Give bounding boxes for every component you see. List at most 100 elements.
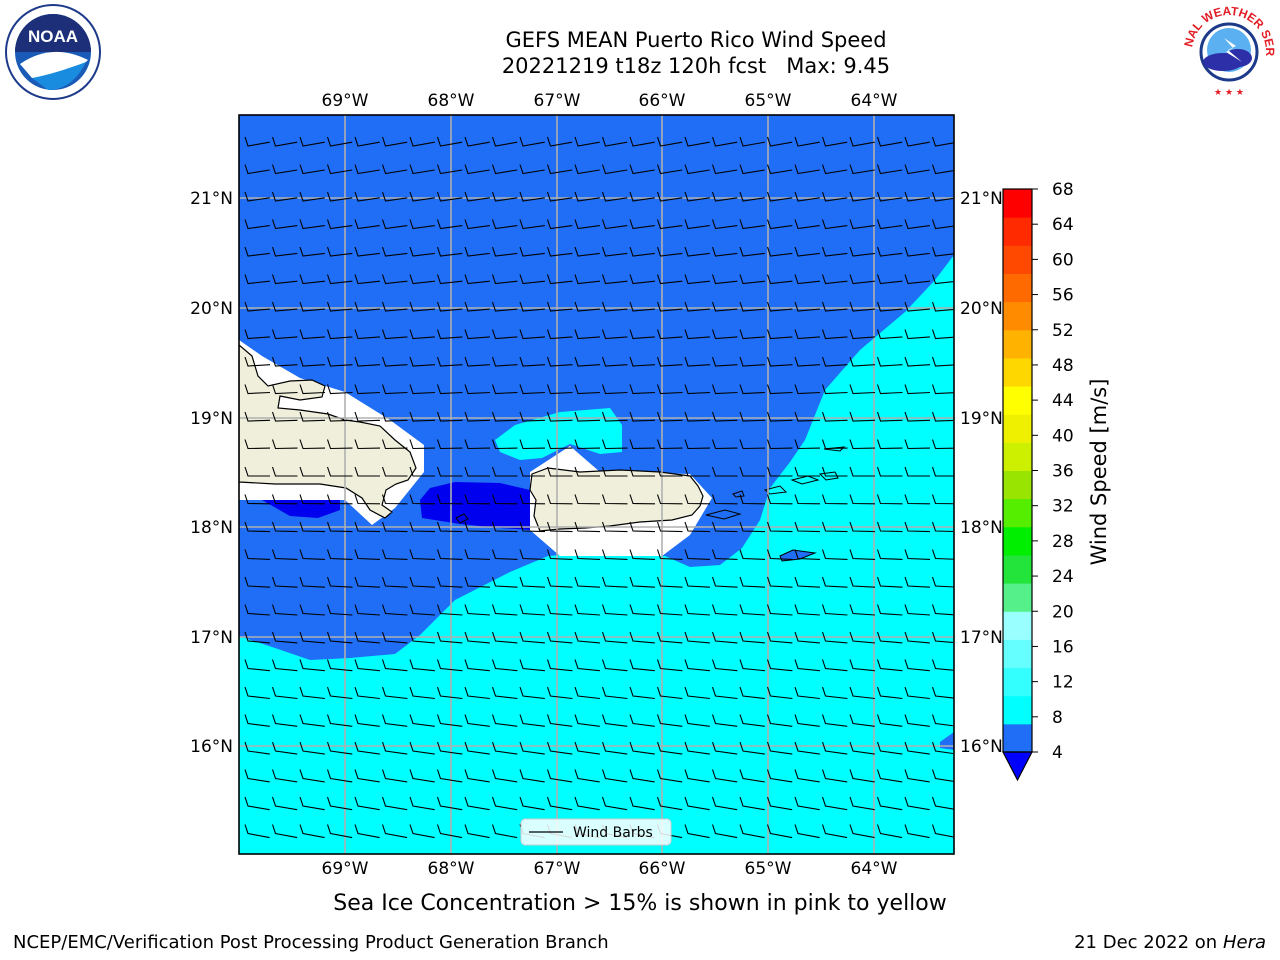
wind-barb — [519, 411, 546, 422]
wind-barb — [904, 769, 930, 783]
wind-barb — [629, 466, 655, 477]
wind-barb — [381, 714, 408, 727]
wind-barb — [849, 824, 875, 839]
wind-barb — [684, 301, 710, 312]
wind-barb — [821, 604, 848, 616]
wind-barb — [244, 521, 271, 533]
wind-barb — [684, 796, 710, 811]
wind-barb — [299, 549, 326, 560]
wind-barb — [876, 411, 903, 422]
wind-barb — [739, 246, 765, 257]
lat-labels-left: 21°N 20°N 19°N 18°N 17°N 16°N — [190, 189, 233, 757]
wind-barb — [409, 714, 435, 727]
wind-barb — [244, 384, 271, 395]
wind-barb — [271, 604, 298, 616]
wind-barb — [271, 686, 298, 700]
wind-barb — [436, 769, 463, 783]
wind-barb — [271, 329, 298, 340]
wind-barb — [739, 356, 766, 367]
wind-barb — [876, 274, 903, 285]
wind-barb — [739, 439, 766, 450]
wind-barb — [629, 301, 655, 312]
wind-barb — [711, 824, 738, 839]
wind-barb — [601, 686, 628, 700]
ocean-field-high — [420, 482, 532, 530]
wind-barb — [244, 796, 270, 811]
wind-barb — [409, 164, 435, 175]
lon-label: 64°W — [851, 91, 898, 111]
colorbar-segment — [1003, 414, 1032, 443]
wind-barb — [656, 576, 683, 588]
island-mona — [455, 513, 469, 524]
wind-barb — [931, 191, 954, 202]
wind-barb — [381, 686, 408, 700]
wind-barb — [739, 604, 765, 616]
graticule — [239, 115, 954, 854]
wind-barb — [794, 549, 821, 560]
wind-barb — [299, 329, 325, 340]
wind-barb — [629, 439, 656, 450]
wind-barb — [546, 686, 573, 700]
wind-barb — [849, 136, 875, 147]
wind-barb — [711, 741, 738, 755]
wind-barb — [299, 796, 325, 811]
wind-barb — [904, 714, 930, 727]
wind-barb — [601, 466, 628, 477]
wind-barb — [546, 246, 573, 257]
wind-barb — [794, 274, 820, 285]
wind-barb — [656, 549, 683, 560]
wind-barb — [519, 494, 546, 505]
wind-barb — [684, 191, 710, 202]
lon-label: 68°W — [428, 91, 475, 111]
wind-barb — [574, 521, 601, 533]
wind-barb — [299, 824, 325, 839]
wind-barb — [656, 439, 683, 450]
wind-barb — [849, 521, 876, 533]
wind-barb — [601, 714, 628, 727]
wind-barb — [381, 274, 408, 285]
wind-barb — [244, 329, 270, 340]
wind-barb — [739, 219, 765, 230]
wind-barb — [766, 274, 793, 285]
wind-barb — [464, 466, 490, 477]
wind-barb — [656, 301, 683, 312]
noaa-logo: NOAA — [5, 4, 101, 100]
wind-barb — [931, 686, 954, 699]
wind-barb — [546, 796, 573, 811]
colorbar-segment — [1003, 583, 1032, 612]
wind-barb — [876, 549, 903, 560]
wind-barb — [766, 136, 793, 147]
wind-barb — [244, 549, 271, 560]
wind-barb — [326, 274, 353, 285]
wind-barbs — [244, 136, 954, 839]
sea-ice-note: Sea Ice Concentration > 15% is shown in … — [333, 891, 947, 916]
wind-barb — [931, 576, 954, 588]
wind-barb — [794, 769, 820, 783]
wind-barb — [574, 136, 600, 147]
wind-barb — [491, 274, 518, 285]
wind-barb — [601, 741, 628, 755]
wind-barb — [546, 466, 573, 477]
wind-barb — [711, 576, 738, 588]
wind-barb — [739, 411, 766, 422]
wind-barb — [436, 549, 463, 560]
colorbar-tick-label: 12 — [1052, 673, 1074, 693]
wind-barb — [326, 384, 353, 395]
wind-barb — [326, 576, 353, 588]
island-virgin-1 — [790, 475, 820, 485]
wind-barb — [244, 136, 270, 147]
wind-barb — [381, 604, 408, 616]
wind-barb — [821, 494, 848, 505]
wind-barb — [354, 659, 380, 672]
wind-barb — [409, 659, 435, 672]
wind-barb — [354, 521, 381, 533]
wind-barb — [656, 796, 683, 811]
wind-barb — [904, 439, 931, 450]
wind-barb — [931, 246, 954, 257]
colorbar-segment — [1003, 526, 1032, 556]
wind-barb — [491, 631, 518, 644]
colorbar-segment — [1003, 442, 1032, 471]
lat-label: 19°N — [960, 409, 1003, 429]
wind-barb — [519, 741, 545, 755]
wind-barb — [821, 246, 848, 257]
